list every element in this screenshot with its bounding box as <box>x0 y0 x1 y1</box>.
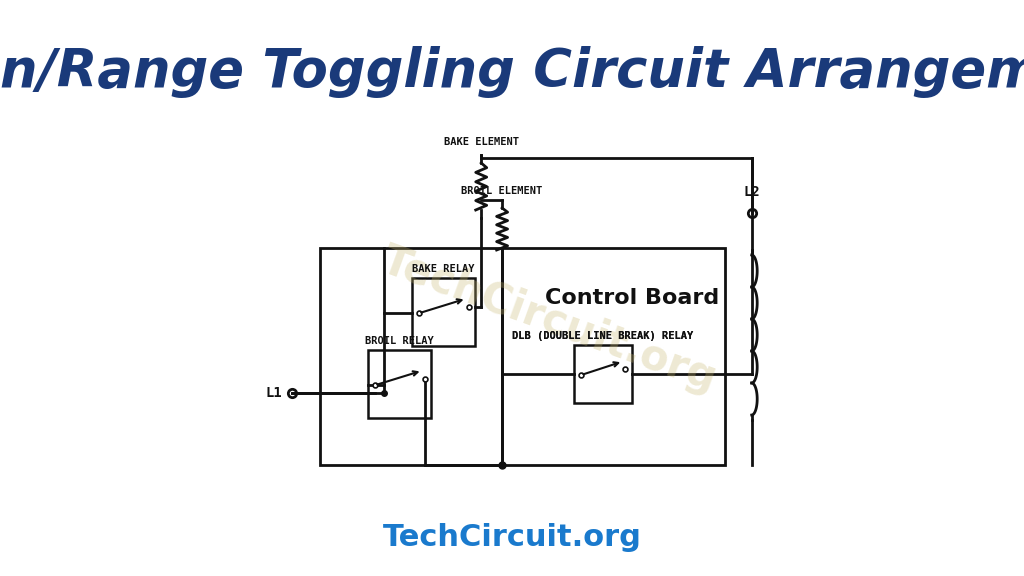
Text: Oven/Range Toggling Circuit Arrangement: Oven/Range Toggling Circuit Arrangement <box>0 46 1024 98</box>
Text: L2: L2 <box>743 185 760 199</box>
Text: TechCircuit.org: TechCircuit.org <box>383 524 641 552</box>
Bar <box>412 278 475 346</box>
Text: DLB (DOUBLE LINE BREAK) RELAY: DLB (DOUBLE LINE BREAK) RELAY <box>512 331 693 341</box>
Text: BAKE ELEMENT: BAKE ELEMENT <box>443 137 519 147</box>
Bar <box>368 350 431 418</box>
Text: BROIL RELAY: BROIL RELAY <box>366 336 434 346</box>
Text: TechCircuit.org: TechCircuit.org <box>376 240 723 400</box>
Text: Control Board: Control Board <box>545 288 719 308</box>
Text: L1: L1 <box>265 386 283 400</box>
Text: BAKE RELAY: BAKE RELAY <box>413 264 475 274</box>
Text: BROIL ELEMENT: BROIL ELEMENT <box>462 186 543 196</box>
Text: DLB (DOUBLE LINE BREAK) RELAY: DLB (DOUBLE LINE BREAK) RELAY <box>512 331 693 341</box>
Bar <box>321 248 725 465</box>
Bar <box>574 345 632 403</box>
